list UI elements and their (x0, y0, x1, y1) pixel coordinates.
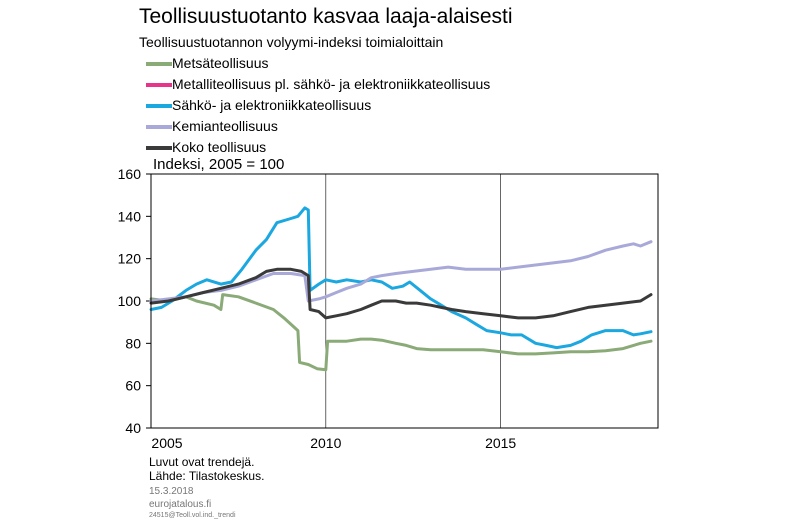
series-line (149, 206, 653, 350)
y-tick-label: 100 (118, 293, 142, 309)
y-tick-label: 140 (118, 208, 142, 224)
chart-title: Teollisuustuotanto kasvaa laaja-alaisest… (139, 5, 513, 28)
footer-date: 15.3.2018 (149, 486, 194, 497)
y-tick-label: 60 (125, 378, 141, 394)
footer-note: Luvut ovat trendejä. (149, 455, 255, 469)
x-tick-label: 2010 (310, 435, 341, 451)
footer-source: Lähde: Tilastokeskus. (149, 469, 265, 483)
series-line (149, 267, 653, 320)
legend-label-kemianteollisuus: Kemianteollisuus (172, 118, 278, 134)
x-tick-label: 2005 (151, 435, 182, 451)
legend-label-metsateollisuus: Metsäteollisuus (172, 55, 269, 71)
x-tick-label: 2015 (485, 435, 516, 451)
plot-frame (150, 173, 659, 429)
chart-subtitle: Teollisuustuotannon volyymi-indeksi toim… (139, 34, 444, 50)
y-axis-unit-label: Indeksi, 2005 = 100 (153, 156, 285, 173)
y-tick-label: 80 (125, 335, 141, 351)
legend-label-sahko-elektroniikka: Sähkö- ja elektroniikkateollisuus (172, 97, 372, 113)
legend-swatch-kemianteollisuus (146, 125, 172, 129)
footer-code: 24515@Teoll.vol.ind._trendi (149, 512, 236, 519)
legend-swatch-metalliteollisuus (146, 83, 172, 87)
footer-site: eurojatalous.fi (149, 499, 212, 510)
legend-swatch-sahko-elektroniikka (146, 104, 172, 108)
legend-label-koko-teollisuus: Koko teollisuus (172, 139, 267, 155)
legend-label-metalliteollisuus: Metalliteollisuus pl. sähkö- ja elektron… (172, 76, 491, 92)
series-line (149, 293, 653, 372)
y-tick-label: 40 (125, 420, 141, 436)
y-tick-label: 160 (118, 166, 142, 182)
legend-swatch-koko-teollisuus (146, 146, 172, 150)
legend-swatch-metsateollisuus (146, 62, 172, 66)
y-tick-label: 120 (118, 251, 142, 267)
series-line (149, 240, 653, 303)
